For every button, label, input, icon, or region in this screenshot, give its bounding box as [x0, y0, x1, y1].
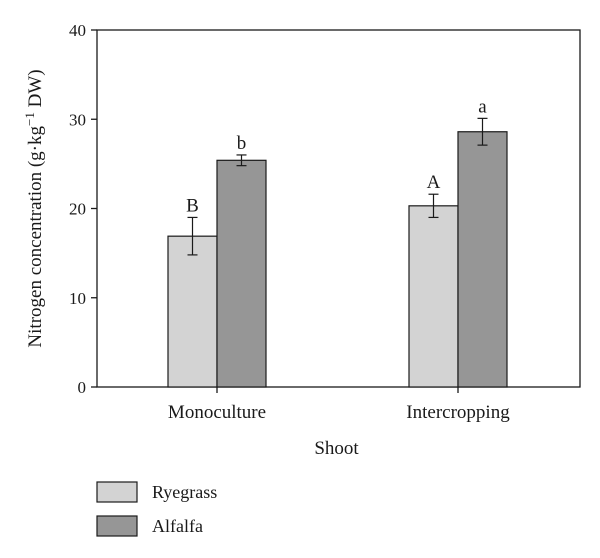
bar-ryegrass-monoculture	[167, 235, 218, 388]
y-tick-label: 10	[69, 289, 86, 308]
legend-swatch-alfalfa	[96, 515, 138, 537]
y-axis-title: Nitrogen concentration (g·kg−1 DW)	[22, 69, 46, 347]
significance-label: a	[478, 96, 487, 117]
y-tick-label: 40	[69, 21, 86, 40]
x-category-label: Monoculture	[168, 402, 266, 423]
bar-alfalfa-intercropping	[457, 131, 508, 388]
legend-label-alfalfa: Alfalfa	[152, 516, 203, 536]
y-tick-label: 0	[78, 378, 87, 397]
legend-swatch-ryegrass	[96, 481, 138, 503]
x-axis-title: Shoot	[314, 438, 359, 459]
legend: Ryegrass Alfalfa	[96, 481, 217, 537]
x-category-label: Intercropping	[406, 402, 510, 423]
significance-label: B	[186, 195, 199, 216]
y-tick-label: 20	[69, 200, 86, 219]
significance-label: b	[237, 133, 247, 154]
bar-alfalfa-monoculture	[216, 159, 267, 388]
legend-label-ryegrass: Ryegrass	[152, 482, 217, 502]
y-tick-label: 30	[69, 110, 86, 129]
significance-label: A	[427, 172, 441, 193]
bar-ryegrass-intercropping	[408, 205, 459, 388]
